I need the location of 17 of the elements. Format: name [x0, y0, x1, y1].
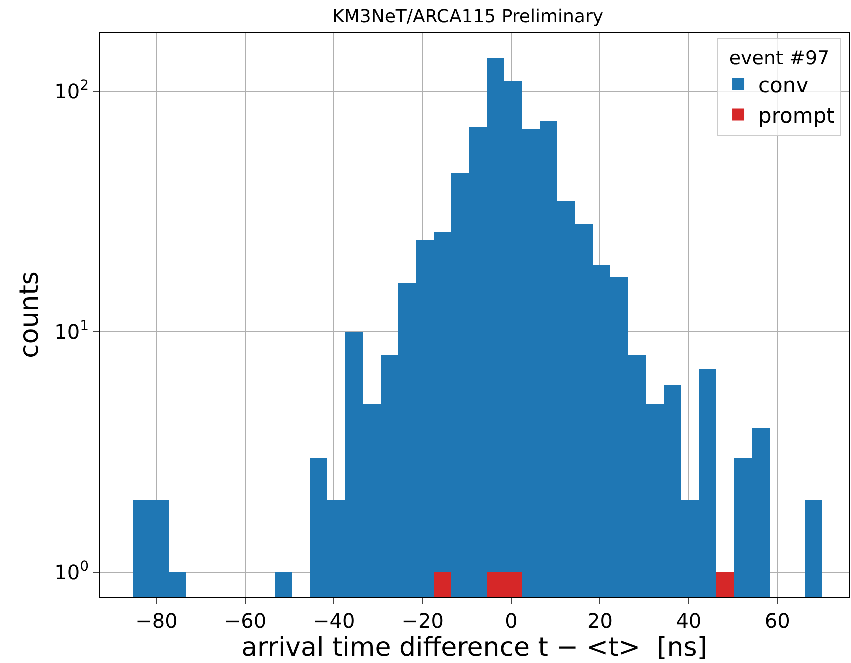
- x-tick-label: 60: [764, 609, 790, 633]
- legend-label: conv: [758, 74, 809, 98]
- x-tick-label: −20: [402, 609, 444, 633]
- x-tick-label: −60: [224, 609, 267, 633]
- x-axis-title: arrival time difference t − <t> [ns]: [242, 633, 708, 663]
- y-tick-label: 10$^{2}$: [54, 78, 89, 104]
- y-tick-label: 10$^{1}$: [54, 318, 89, 344]
- y-axis-title: counts: [15, 272, 46, 358]
- x-tick-label: 0: [505, 609, 518, 633]
- x-tick-label: −80: [136, 609, 178, 633]
- legend-label: prompt: [758, 104, 835, 128]
- x-tick-label: 20: [587, 609, 613, 633]
- x-tick-label: 40: [676, 609, 702, 633]
- legend-title: event #97: [729, 47, 830, 70]
- y-tick-label: 10$^{0}$: [54, 558, 89, 584]
- chart-title: KM3NeT/ARCA115 Preliminary: [332, 6, 604, 28]
- x-tick-label: −40: [313, 609, 356, 633]
